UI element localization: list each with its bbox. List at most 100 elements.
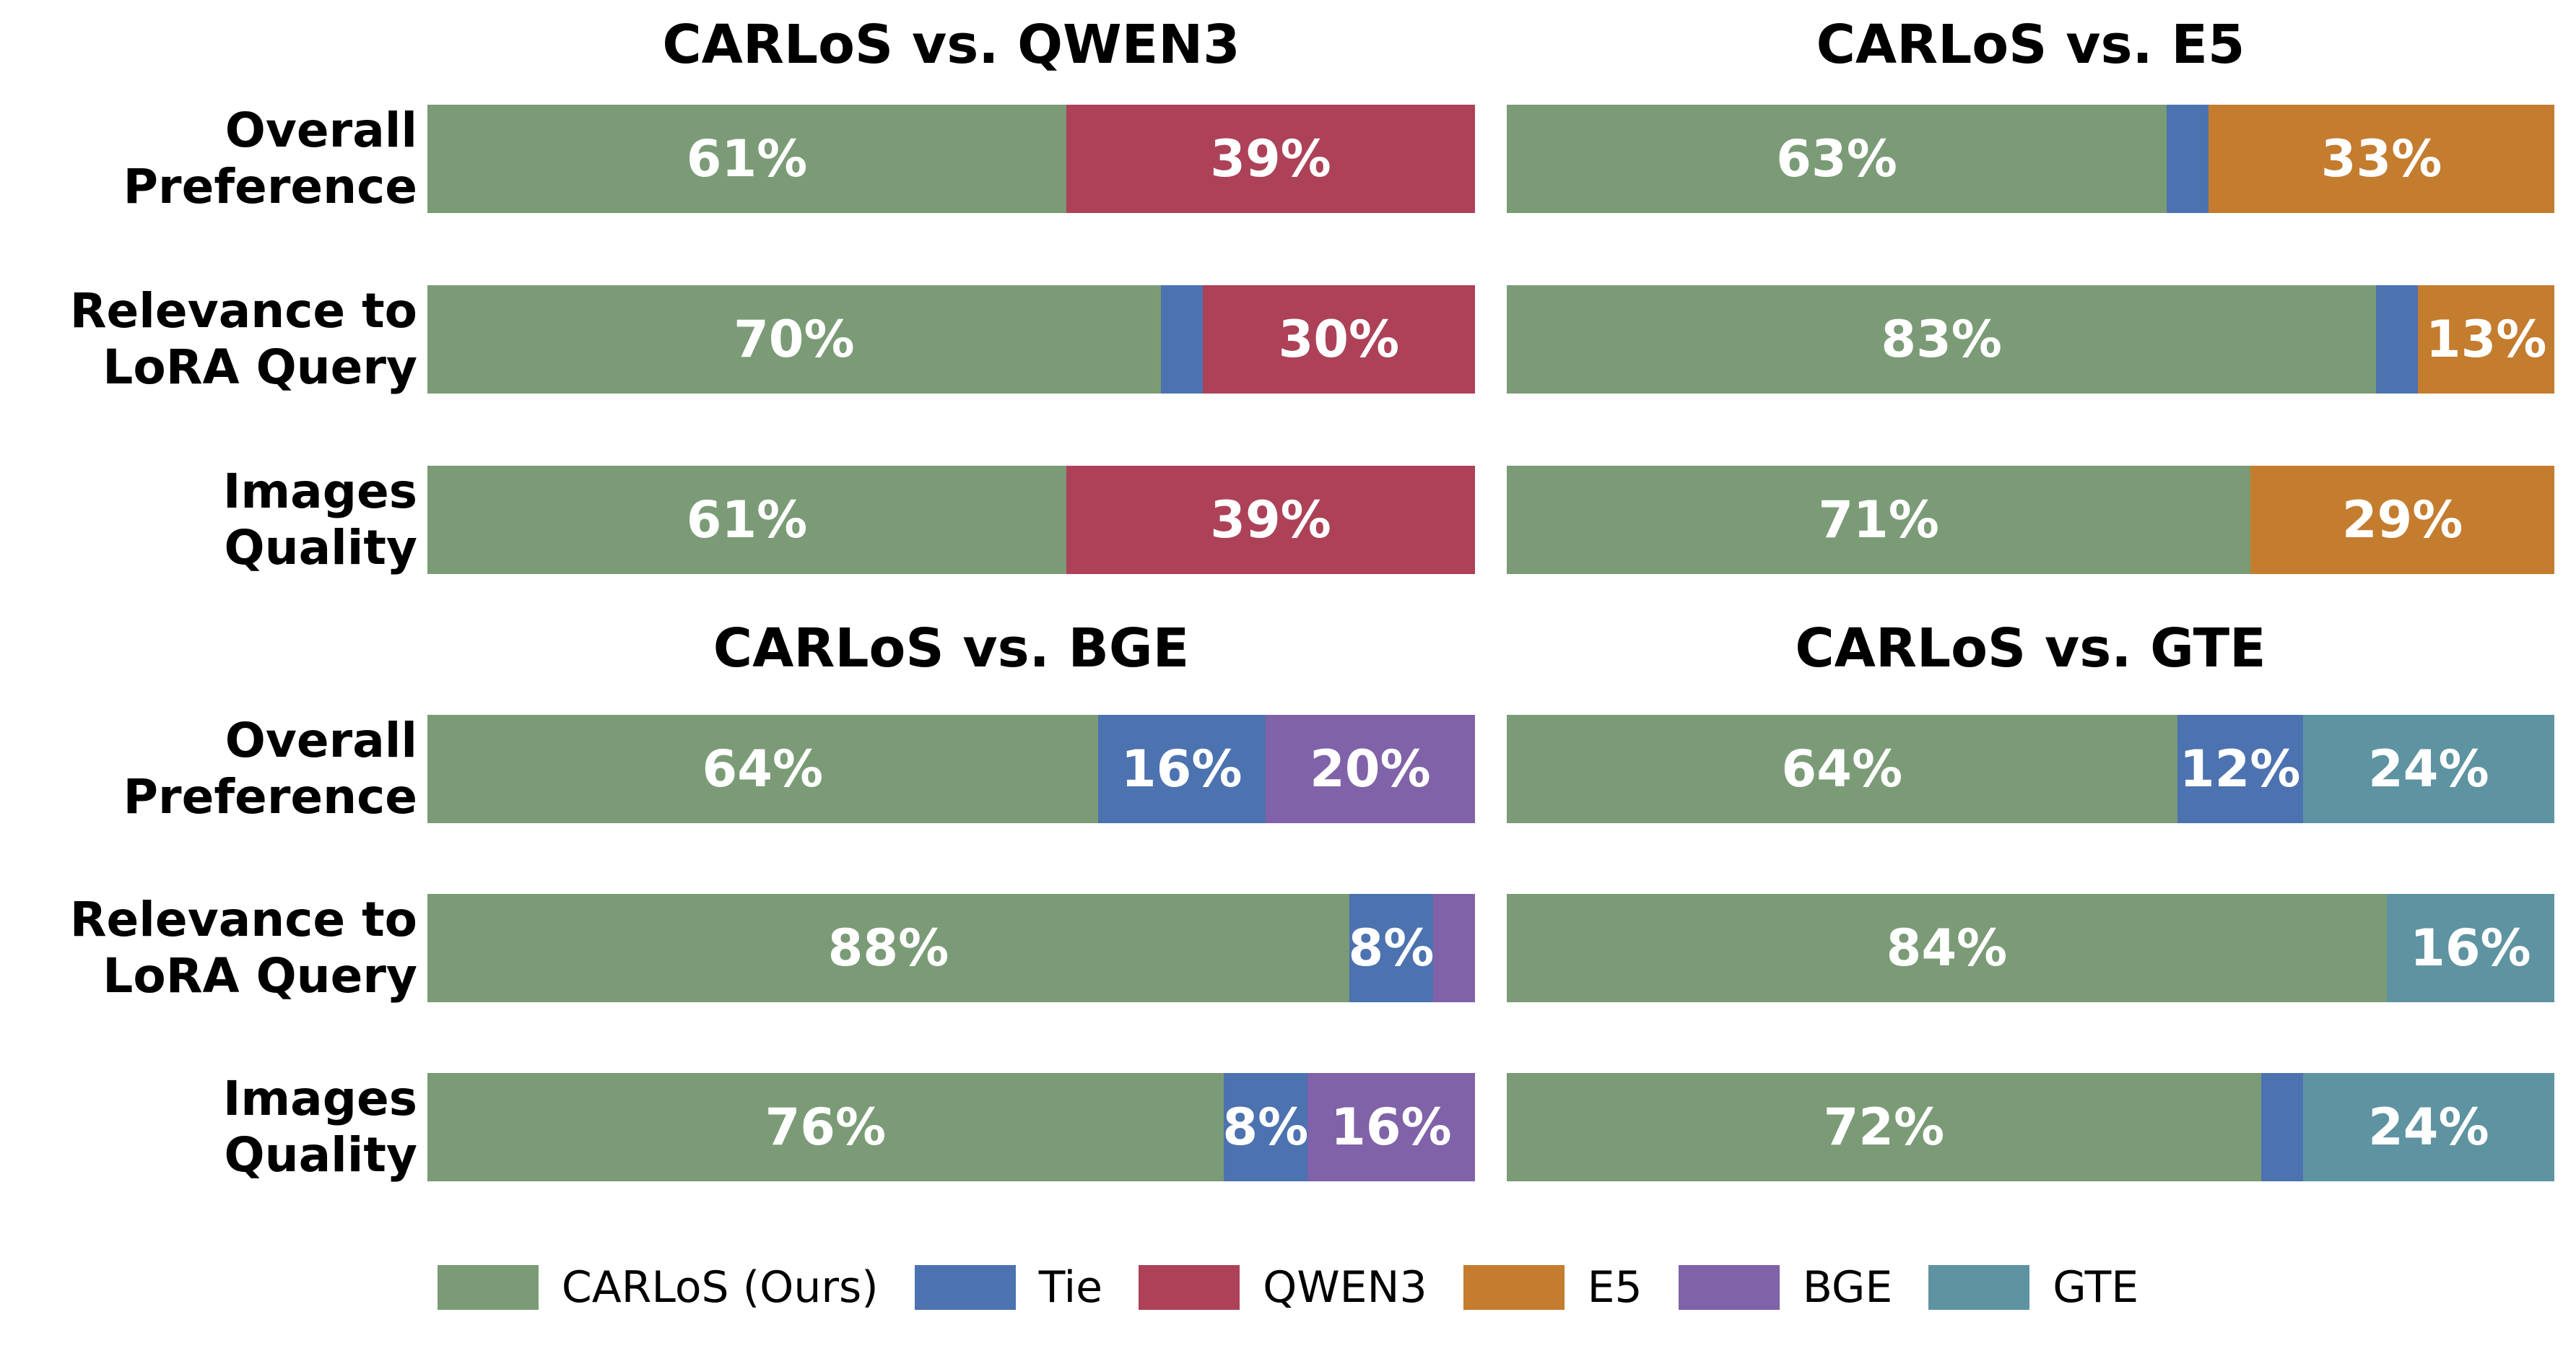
legend-item-gte: GTE [1928, 1262, 2138, 1313]
bar-segment-tie [2167, 105, 2209, 213]
stacked-bar-images-quality: 72% 24% [1507, 1073, 2554, 1181]
legend-label: E5 [1587, 1262, 1642, 1313]
bar-value-label: 24% [2368, 1098, 2489, 1157]
legend-label: QWEN3 [1263, 1262, 1427, 1313]
stacked-bar-relevance-to-lora-query: 84% 16% [1507, 894, 2554, 1002]
bar-segment-carlos-ours: 76% [427, 1073, 1224, 1181]
bar-value-label: 71% [1818, 490, 1939, 549]
bar-segment-tie [2376, 285, 2419, 394]
bar-value-label: 16% [1121, 739, 1243, 799]
row-label-overall-preference: Overall Preference [0, 713, 417, 825]
bar-value-label: 24% [2368, 739, 2489, 799]
bar-segment-carlos-ours: 71% [1507, 466, 2251, 574]
row-label-line: Overall [225, 713, 417, 769]
bar-segment-qwen3: 39% [1066, 466, 1475, 574]
legend-item-qwen3: QWEN3 [1139, 1262, 1427, 1313]
bar-segment-tie: 16% [1097, 715, 1266, 823]
legend-swatch-red [1139, 1265, 1240, 1310]
bar-value-label: 33% [2320, 129, 2442, 188]
bar-segment-carlos-ours: 64% [1507, 715, 2177, 823]
bar-segment-tie [2260, 1073, 2303, 1181]
legend: CARLoS (Ours) Tie QWEN3 E5 BGE GTE [0, 1262, 2576, 1313]
row-label-relevance-to-lora-query: Relevance to LoRA Query [0, 892, 417, 1004]
bar-segment-carlos-ours: 88% [427, 894, 1349, 1002]
stacked-bar-images-quality: 76% 8% 16% [427, 1073, 1475, 1181]
row-label-line: Quality [224, 520, 417, 575]
bar-segment-bge: 16% [1307, 1073, 1475, 1181]
bar-value-label: 30% [1278, 310, 1400, 369]
bar-value-label: 70% [734, 310, 855, 369]
row-label-line: Images [222, 464, 417, 520]
bar-value-label: 61% [686, 490, 808, 549]
row-label-line: LoRA Query [103, 339, 417, 395]
bar-value-label: 8% [1348, 918, 1435, 978]
legend-label: CARLoS (Ours) [561, 1262, 879, 1313]
bar-segment-tie: 8% [1222, 1073, 1308, 1181]
legend-swatch-green [437, 1265, 539, 1310]
legend-swatch-teal [1928, 1265, 2030, 1310]
stacked-bar-relevance-to-lora-query: 70% 30% [427, 285, 1475, 394]
bar-value-label: 72% [1823, 1098, 1945, 1157]
bar-value-label: 12% [2179, 739, 2301, 799]
legend-swatch-blue [914, 1265, 1016, 1310]
bar-segment-carlos-ours: 61% [427, 466, 1067, 574]
bar-segment-carlos-ours: 84% [1507, 894, 2387, 1002]
row-label-line: Relevance to [69, 892, 417, 948]
bar-segment-bge [1432, 894, 1475, 1002]
bar-segment-gte: 16% [2386, 894, 2554, 1002]
bar-value-label: 83% [1881, 310, 2002, 369]
bar-value-label: 16% [1331, 1098, 1452, 1157]
row-label-line: Overall [225, 103, 417, 159]
bar-value-label: 39% [1210, 490, 1331, 549]
panel-title: CARLoS vs. BGE [713, 617, 1190, 679]
bar-value-label: 63% [1776, 129, 1897, 188]
bar-segment-tie: 12% [2177, 715, 2303, 823]
panel-title: CARLoS vs. E5 [1816, 14, 2245, 76]
legend-item-tie: Tie [914, 1262, 1102, 1313]
bar-value-label: 64% [1781, 739, 1903, 799]
bar-segment-qwen3: 30% [1202, 285, 1475, 394]
bar-value-label: 64% [702, 739, 824, 799]
bar-segment-e5: 13% [2418, 285, 2554, 394]
bar-value-label: 76% [765, 1098, 887, 1157]
stacked-bar-overall-preference: 61% 39% [427, 105, 1475, 213]
bar-segment-gte: 24% [2302, 1073, 2554, 1181]
bar-value-label: 20% [1310, 739, 1431, 799]
bar-segment-tie: 8% [1348, 894, 1435, 1002]
row-label-relevance-to-lora-query: Relevance to LoRA Query [0, 283, 417, 395]
legend-item-e5: E5 [1463, 1262, 1642, 1313]
bar-value-label: 61% [686, 129, 808, 188]
legend-item-carlos-ours: CARLoS (Ours) [437, 1262, 879, 1313]
row-label-line: Relevance to [69, 283, 417, 339]
panel-title: CARLoS vs. GTE [1795, 617, 2266, 679]
stacked-bar-overall-preference: 64% 16% 20% [427, 715, 1475, 823]
legend-swatch-purple [1678, 1265, 1780, 1310]
bar-value-label: 84% [1886, 918, 2008, 978]
row-label-images-quality: Images Quality [0, 1071, 417, 1183]
bar-value-label: 39% [1210, 129, 1331, 188]
bar-segment-e5: 29% [2250, 466, 2554, 574]
row-label-overall-preference: Overall Preference [0, 103, 417, 214]
bar-segment-gte: 24% [2302, 715, 2554, 823]
row-label-line: LoRA Query [103, 948, 417, 1004]
stacked-bar-relevance-to-lora-query: 88% 8% [427, 894, 1475, 1002]
bar-value-label: 88% [827, 918, 949, 978]
row-label-line: Images [222, 1071, 417, 1127]
stacked-bar-images-quality: 71% 29% [1507, 466, 2554, 574]
bar-value-label: 13% [2425, 310, 2547, 369]
row-label-line: Preference [123, 769, 417, 825]
bar-value-label: 29% [2341, 490, 2463, 549]
stacked-bar-relevance-to-lora-query: 83% 13% [1507, 285, 2554, 394]
legend-label: BGE [1802, 1262, 1893, 1313]
row-label-line: Quality [224, 1127, 417, 1183]
bar-segment-carlos-ours: 61% [427, 105, 1067, 213]
bar-segment-carlos-ours: 64% [427, 715, 1098, 823]
bar-segment-carlos-ours: 83% [1507, 285, 2377, 394]
panel-title: CARLoS vs. QWEN3 [662, 14, 1240, 76]
bar-segment-carlos-ours: 72% [1507, 1073, 2261, 1181]
legend-item-bge: BGE [1678, 1262, 1893, 1313]
bar-segment-qwen3: 39% [1066, 105, 1475, 213]
bar-segment-carlos-ours: 63% [1507, 105, 2167, 213]
stacked-bar-overall-preference: 63% 33% [1507, 105, 2554, 213]
